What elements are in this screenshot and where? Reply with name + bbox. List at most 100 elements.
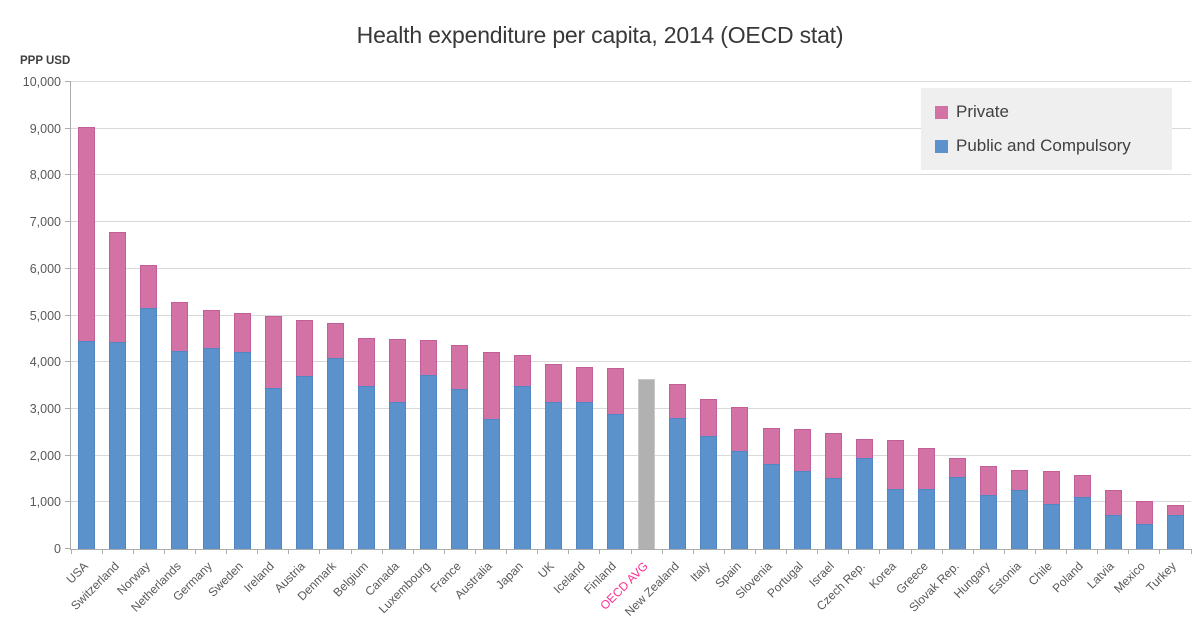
- x-tick: [163, 549, 165, 554]
- x-tick: [786, 549, 788, 554]
- x-tick: [1034, 549, 1036, 554]
- x-tick: [817, 549, 819, 554]
- bar-korea-public: [886, 488, 904, 549]
- x-tick: [910, 549, 912, 554]
- bar-israel-private: [824, 432, 842, 479]
- bar-mexico-public: [1135, 524, 1153, 549]
- x-tick: [661, 549, 663, 554]
- bar-australia-private: [482, 352, 500, 420]
- bar-latvia-public: [1104, 514, 1122, 549]
- x-tick: [1003, 549, 1005, 554]
- bar-netherlands-public: [171, 350, 189, 549]
- y-tick-label: 6,000: [29, 261, 61, 276]
- plot-area: 0 1,000 2,000 3,000 4,000 5,000 6,000 7,000 8,00…: [23, 75, 1192, 619]
- bar-denmark-public: [326, 358, 344, 549]
- bar-japan-public: [513, 386, 531, 549]
- x-tick: [443, 549, 445, 554]
- bar-hungary-private: [980, 466, 998, 495]
- bar-switzerland-private: [109, 231, 127, 343]
- y-tick: [65, 127, 71, 129]
- bar-uk-public: [544, 401, 562, 549]
- y-tick-label: 1,000: [29, 495, 61, 510]
- x-tick: [70, 549, 72, 554]
- gridline: [71, 221, 1191, 223]
- bar-australia-public: [482, 419, 500, 549]
- bar-luxembourg-public: [420, 375, 438, 549]
- x-tick: [879, 549, 881, 554]
- bar-spain-private: [731, 406, 749, 451]
- y-tick-label: 8,000: [29, 168, 61, 183]
- bar-denmark-private: [326, 322, 344, 359]
- bar-chile-private: [1042, 471, 1060, 504]
- x-tick: [132, 549, 134, 554]
- gridline: [71, 407, 1191, 409]
- bar-poland-public: [1073, 497, 1091, 549]
- x-tick: [630, 549, 632, 554]
- bar-greece-private: [918, 447, 936, 489]
- x-tick: [568, 549, 570, 554]
- y-tick: [65, 81, 71, 82]
- x-tick: [506, 549, 508, 554]
- bar-austria-private: [295, 320, 313, 377]
- bar-norway-public: [140, 307, 158, 549]
- legend-swatch-private-icon: [935, 105, 948, 119]
- y-tick-label: 4,000: [29, 355, 61, 370]
- bar-korea-private: [886, 439, 904, 489]
- y-tick-label: 5,000: [29, 308, 61, 323]
- bar-hungary-public: [980, 494, 998, 549]
- bar-sweden-private: [233, 312, 251, 352]
- gridline: [71, 127, 1191, 129]
- bar-slovak-rep-public: [949, 477, 967, 549]
- bar-turkey-public: [1166, 514, 1184, 549]
- y-tick-label: 9,000: [29, 121, 61, 136]
- y-tick: [65, 407, 71, 409]
- x-tick: [1097, 549, 1099, 554]
- x-tick: [194, 549, 196, 554]
- bar-poland-private: [1073, 474, 1091, 498]
- x-tick: [1159, 549, 1161, 554]
- y-tick: [65, 221, 71, 223]
- y-tick: [65, 548, 71, 549]
- bar-switzerland-public: [109, 342, 127, 549]
- bar-finland-private: [606, 368, 624, 415]
- x-tick: [350, 549, 352, 554]
- y-tick: [65, 454, 71, 456]
- bar-belgium-public: [358, 386, 376, 549]
- bar-israel-public: [824, 478, 842, 549]
- x-tick: [1066, 549, 1068, 554]
- bar-slovenia-public: [762, 463, 780, 549]
- x-tick: [101, 549, 103, 554]
- x-tick: [754, 549, 756, 554]
- x-tick: [972, 549, 974, 554]
- bar-iceland-public: [575, 401, 593, 549]
- x-tick: [226, 549, 228, 554]
- bar-estonia-public: [1011, 490, 1029, 549]
- bar-ireland-private: [264, 315, 282, 388]
- bar-usa-private: [78, 127, 96, 342]
- bar-sweden-public: [233, 351, 251, 549]
- bar-oecd-avg: [638, 379, 656, 549]
- gridline: [71, 501, 1191, 503]
- bar-netherlands-private: [171, 302, 189, 351]
- bar-finland-public: [606, 414, 624, 549]
- y-tick: [65, 174, 71, 176]
- bar-chile-public: [1042, 503, 1060, 549]
- x-tick: [1190, 549, 1192, 554]
- bar-italy-private: [700, 399, 718, 436]
- legend: Private Public and Compulsory: [921, 88, 1172, 170]
- x-tick: [381, 549, 383, 554]
- bar-germany-private: [202, 309, 220, 348]
- gridline: [71, 174, 1191, 176]
- y-tick: [65, 501, 71, 503]
- bar-iceland-private: [575, 367, 593, 402]
- bar-slovak-rep-private: [949, 458, 967, 478]
- x-tick: [474, 549, 476, 554]
- legend-item-public: Public and Compulsory: [935, 136, 1172, 156]
- bar-luxembourg-private: [420, 339, 438, 376]
- bar-belgium-private: [358, 337, 376, 387]
- bar-new-zealand-private: [669, 383, 687, 419]
- bar-japan-private: [513, 355, 531, 387]
- bar-spain-public: [731, 450, 749, 549]
- gridline: [71, 81, 1191, 82]
